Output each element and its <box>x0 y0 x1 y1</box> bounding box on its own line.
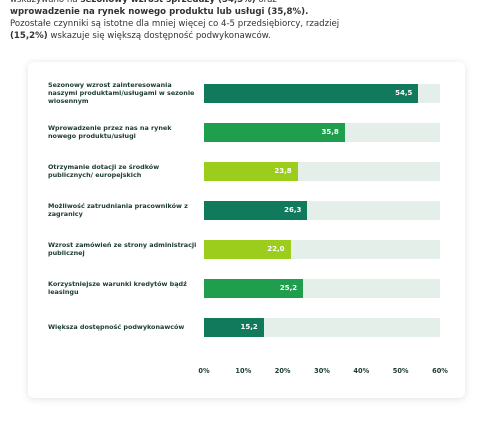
bar <box>204 122 345 142</box>
category-label: Większa dostępność podwykonawców <box>48 323 185 331</box>
chart-card: Sezonowy wzrost zainteresowania naszymi … <box>28 62 465 398</box>
bar <box>204 83 419 103</box>
bar <box>204 161 298 181</box>
intro-segment: wskazuje się większą dostępność podwykon… <box>47 31 271 41</box>
x-tick-label: 20% <box>274 367 291 375</box>
value-label: 22,0 <box>267 245 285 253</box>
category-label: Możliwość zatrudniania pracowników z zag… <box>48 202 188 218</box>
intro-segment: oraz <box>255 0 277 5</box>
intro-segment: wprowadzenie na rynek nowego produktu lu… <box>10 7 309 17</box>
intro-segment: sezonowy wzrost sprzedaży (54,5%) <box>80 0 256 5</box>
bar <box>204 317 264 337</box>
x-tick-label: 10% <box>235 367 252 375</box>
category-label: Sezonowy wzrost zainteresowania naszymi … <box>48 81 195 105</box>
x-tick-label: 0% <box>198 367 210 375</box>
value-label: 26,3 <box>284 206 302 214</box>
value-label: 15,2 <box>240 323 258 331</box>
category-label: Wzrost zamówień ze strony administracji … <box>48 241 197 257</box>
intro-segment: (15,2%) <box>10 31 48 41</box>
x-tick-label: 40% <box>353 367 370 375</box>
intro-segment: Pozostałe czynniki są istotne dla mniej … <box>10 19 340 29</box>
x-tick-label: 50% <box>392 367 409 375</box>
bar <box>204 200 308 220</box>
category-label: Wprowadzenie przez nas na rynek nowego p… <box>48 124 172 140</box>
bar <box>204 239 291 259</box>
intro-text: wskazywano na sezonowy wzrost sprzedaży … <box>10 0 340 42</box>
value-label: 54,5 <box>395 89 413 97</box>
category-label: Korzystniejsze warunki kredytów bądź lea… <box>48 280 187 296</box>
intro-segment: wskazywano na <box>10 0 81 5</box>
value-label: 23,8 <box>274 167 292 175</box>
bar <box>204 278 304 298</box>
value-label: 35,8 <box>321 128 339 136</box>
value-label: 25,2 <box>279 284 298 292</box>
category-label: Otrzymanie dotacji ze środków publicznyc… <box>48 163 160 179</box>
x-tick-label: 30% <box>314 367 330 375</box>
x-tick-label: 60% <box>432 367 448 375</box>
